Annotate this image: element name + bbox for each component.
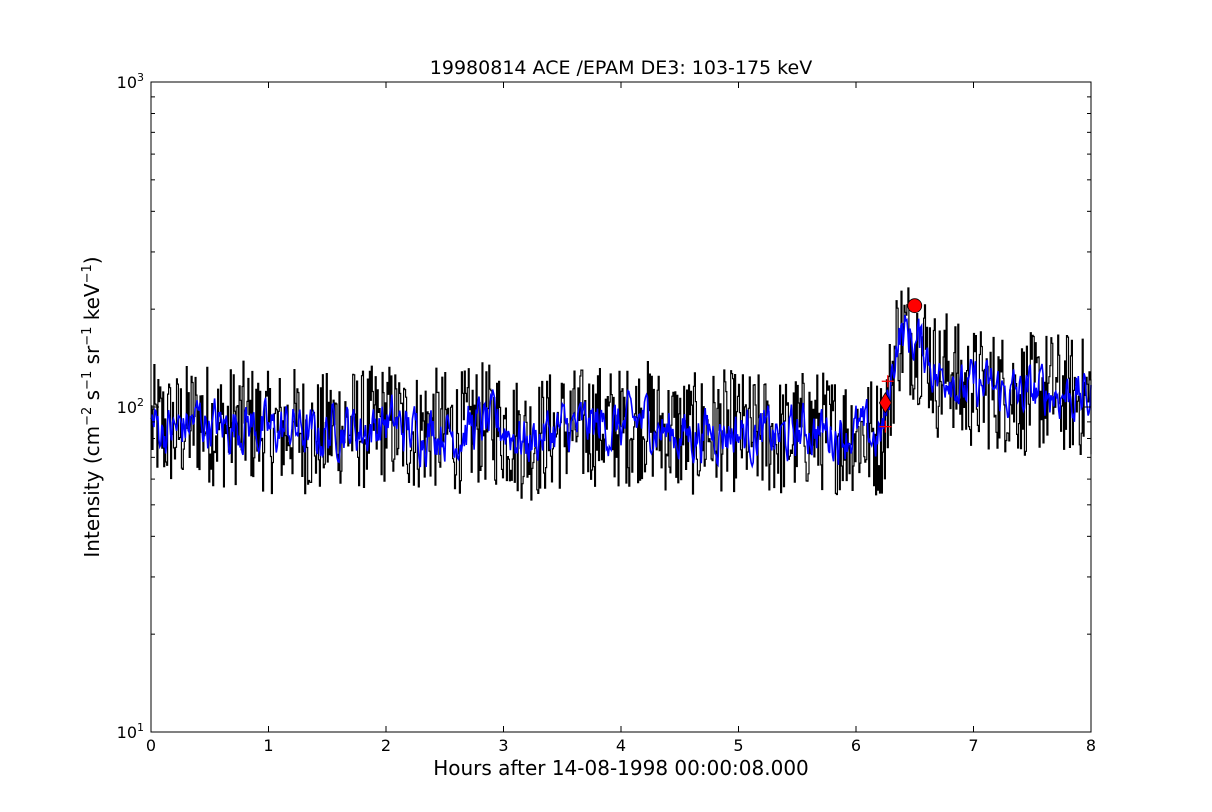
x-tick-label: 2 xyxy=(381,736,391,755)
y-tick-label: 101 xyxy=(117,721,144,742)
x-axis-label: Hours after 14-08-1998 00:00:08.000 xyxy=(433,756,809,780)
x-tick-label: 5 xyxy=(733,736,743,755)
series-line-raw xyxy=(151,287,1092,501)
x-tick-label: 0 xyxy=(146,736,156,755)
x-tick-label: 8 xyxy=(1086,736,1096,755)
circle-marker xyxy=(907,298,923,314)
y-tick-label: 102 xyxy=(117,396,144,417)
event-markers xyxy=(878,298,923,433)
plus-marker xyxy=(879,420,892,433)
x-tick-label: 6 xyxy=(851,736,861,755)
y-axis: 101 102 103 xyxy=(117,71,1091,742)
y-axis-label: Intensity (cm−2 s−1 sr−1 keV−1) xyxy=(80,256,104,557)
series-line-smoothed xyxy=(150,314,1092,469)
plus-marker xyxy=(881,375,894,388)
x-tick-label: 3 xyxy=(498,736,508,755)
chart-title: 19980814 ACE /EPAM DE3: 103-175 keV xyxy=(430,57,812,79)
x-axis: 0 1 2 3 4 5 6 7 8 xyxy=(146,82,1096,755)
plot-area xyxy=(150,287,1092,501)
x-tick-label: 1 xyxy=(263,736,273,755)
x-tick-label: 4 xyxy=(616,736,626,755)
diamond-marker xyxy=(878,392,892,414)
x-tick-label: 7 xyxy=(968,736,978,755)
y-tick-label: 103 xyxy=(117,71,144,92)
